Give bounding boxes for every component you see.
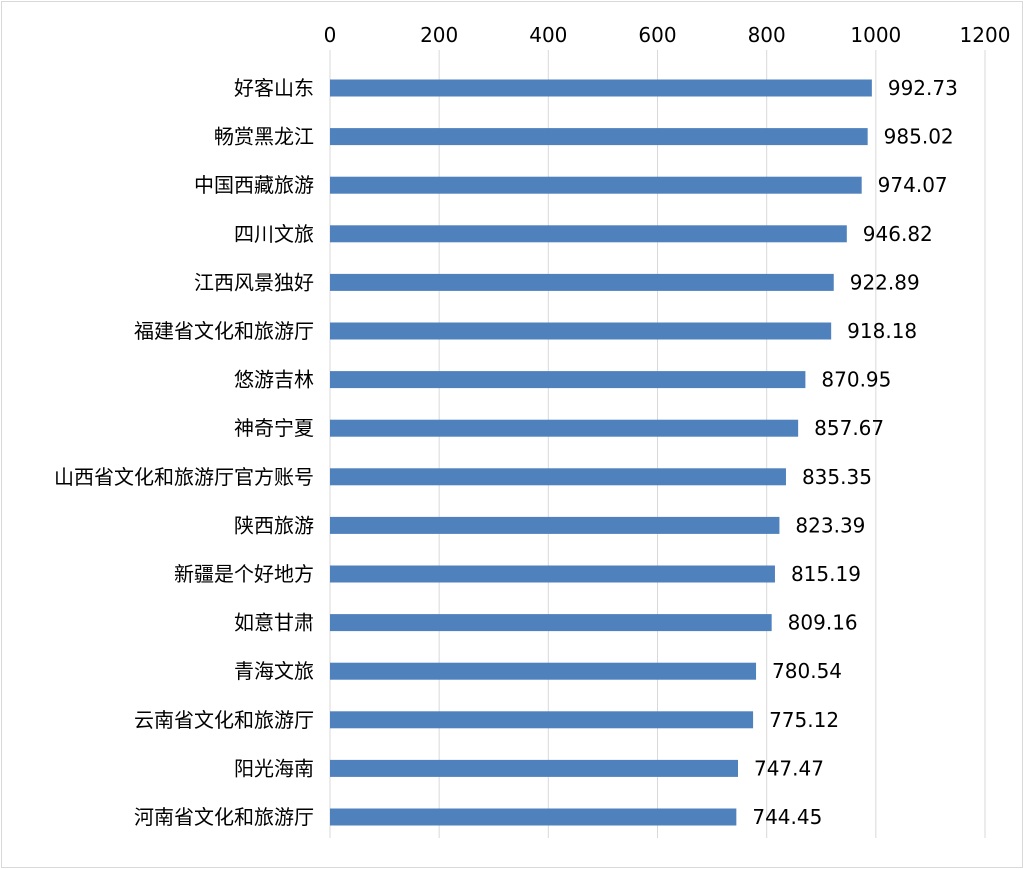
bar: [330, 808, 737, 826]
value-label: 870.95: [821, 368, 891, 392]
value-label: 918.18: [847, 319, 917, 343]
bar: [330, 176, 862, 194]
value-label: 780.54: [772, 659, 842, 683]
category-label: 好客山东: [234, 76, 314, 100]
bar: [330, 614, 772, 632]
value-label: 974.07: [878, 173, 948, 197]
value-label: 992.73: [888, 76, 958, 100]
x-tick-label: 400: [529, 23, 567, 47]
category-label: 畅赏黑龙江: [214, 125, 314, 149]
bar: [330, 711, 754, 729]
x-tick-label: 200: [420, 23, 458, 47]
bar: [330, 225, 847, 243]
x-tick-label: 600: [638, 23, 676, 47]
value-label: 815.19: [791, 562, 861, 586]
category-label: 新疆是个好地方: [174, 562, 314, 586]
category-label: 如意甘肃: [234, 611, 314, 635]
x-tick-label: 1200: [960, 23, 1011, 47]
bar: [330, 128, 868, 146]
x-tick-label: 800: [748, 23, 786, 47]
value-label: 835.35: [802, 465, 872, 489]
bar: [330, 468, 786, 486]
category-label: 河南省文化和旅游厅: [134, 805, 314, 829]
value-labels: 992.73 985.02 974.07 946.82 922.89 918.18 870.…: [752, 76, 958, 829]
category-label: 四川文旅: [234, 222, 314, 246]
category-label: 江西风景独好: [194, 270, 314, 294]
x-axis-ticks: 0 200 400 600 800 1000 1200: [324, 23, 1011, 47]
value-label: 775.12: [769, 708, 839, 732]
x-tick-label: 0: [324, 23, 337, 47]
category-label: 云南省文化和旅游厅: [134, 708, 314, 732]
value-label: 985.02: [884, 125, 954, 149]
value-label: 857.67: [814, 416, 884, 440]
bar: [330, 662, 757, 680]
value-label: 809.16: [788, 611, 858, 635]
bar: [330, 322, 832, 340]
bars: [330, 79, 872, 826]
category-label: 神奇宁夏: [234, 416, 314, 440]
bar: [330, 273, 834, 291]
category-label: 陕西旅游: [234, 513, 314, 537]
bar: [330, 516, 780, 534]
category-label: 福建省文化和旅游厅: [134, 319, 314, 343]
value-label: 922.89: [850, 270, 920, 294]
category-labels: 好客山东畅赏黑龙江中国西藏旅游四川文旅江西风景独好福建省文化和旅游厅悠游吉林神奇…: [54, 76, 314, 829]
category-label: 悠游吉林: [234, 368, 314, 392]
bar: [330, 79, 872, 97]
bar: [330, 371, 806, 389]
value-label: 744.45: [752, 805, 822, 829]
value-label: 747.47: [754, 756, 824, 780]
value-label: 823.39: [795, 513, 865, 537]
value-label: 946.82: [863, 222, 933, 246]
category-label: 阳光海南: [234, 756, 314, 780]
category-label: 青海文旅: [234, 659, 314, 683]
bar: [330, 565, 775, 583]
category-label: 山西省文化和旅游厅官方账号: [54, 465, 314, 489]
bar: [330, 419, 799, 437]
category-label: 中国西藏旅游: [194, 173, 314, 197]
x-tick-label: 1000: [850, 23, 901, 47]
bar: [330, 759, 738, 777]
